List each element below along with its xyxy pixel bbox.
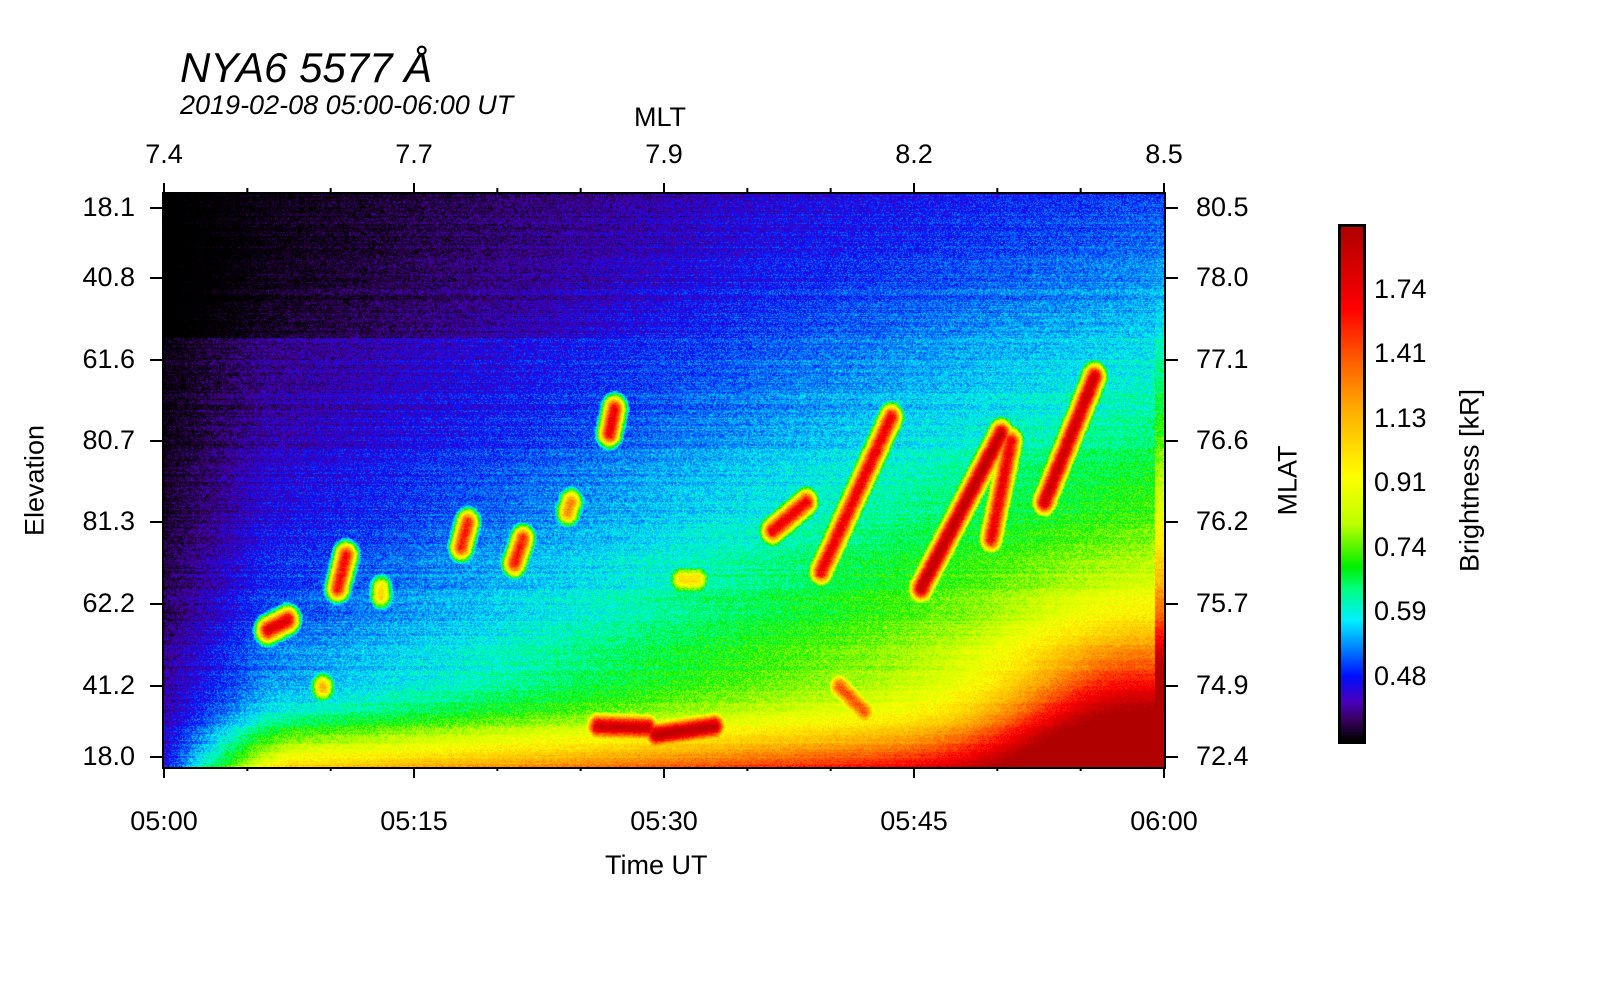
y-axis-label-right: MLAT: [1272, 445, 1303, 516]
y-tick-label-right: 75.7: [1196, 588, 1249, 618]
y-tick-label-left: 81.3: [82, 506, 135, 536]
colorbar-tick-label: 1.41: [1374, 338, 1427, 368]
colorbar-label: Brightness [kR]: [1454, 388, 1485, 573]
colorbar-tick-label: 0.48: [1374, 661, 1427, 691]
top-tick-label: 7.4: [145, 139, 183, 169]
x-tick-label: 06:00: [1130, 806, 1198, 836]
top-axis-label: MLT: [634, 102, 686, 132]
colorbar-tick-label: 0.91: [1374, 467, 1427, 497]
y-tick-label-right: 77.1: [1196, 344, 1249, 374]
top-tick-label: 7.9: [645, 139, 683, 169]
y-tick-label-left: 18.1: [82, 192, 135, 222]
colorbar-tick-label: 0.74: [1374, 532, 1427, 562]
y-tick-label-right: 72.4: [1196, 741, 1249, 771]
x-tick-label: 05:00: [130, 806, 198, 836]
keogram-heatmap: [164, 194, 1164, 767]
y-tick-label-right: 78.0: [1196, 262, 1249, 292]
colorbar-tick-label: 1.13: [1374, 403, 1427, 433]
x-axis-label: Time UT: [605, 850, 708, 880]
y-tick-label-left: 62.2: [82, 588, 135, 618]
x-tick-label: 05:30: [630, 806, 698, 836]
y-tick-label-left: 61.6: [82, 344, 135, 374]
y-axis-label-left: Elevation: [19, 424, 50, 537]
colorbar-tick-label: 1.74: [1374, 274, 1427, 304]
colorbar: [1338, 224, 1366, 744]
chart-subtitle: 2019-02-08 05:00-06:00 UT: [180, 90, 514, 120]
y-tick-label-right: 80.5: [1196, 192, 1249, 222]
y-tick-label-left: 40.8: [82, 262, 135, 292]
colorbar-tick-label: 0.59: [1374, 596, 1427, 626]
y-tick-label-right: 76.6: [1196, 425, 1249, 455]
top-tick-label: 7.7: [395, 139, 433, 169]
y-tick-label-right: 76.2: [1196, 506, 1249, 536]
top-tick-label: 8.5: [1145, 139, 1183, 169]
y-tick-label-left: 80.7: [82, 425, 135, 455]
y-tick-label-left: 18.0: [82, 741, 135, 771]
top-tick-label: 8.2: [895, 139, 933, 169]
x-tick-label: 05:45: [880, 806, 948, 836]
x-tick-label: 05:15: [380, 806, 448, 836]
y-tick-label-right: 74.9: [1196, 670, 1249, 700]
chart-title: NYA6 5577 Å: [180, 44, 433, 91]
y-tick-label-left: 41.2: [82, 670, 135, 700]
